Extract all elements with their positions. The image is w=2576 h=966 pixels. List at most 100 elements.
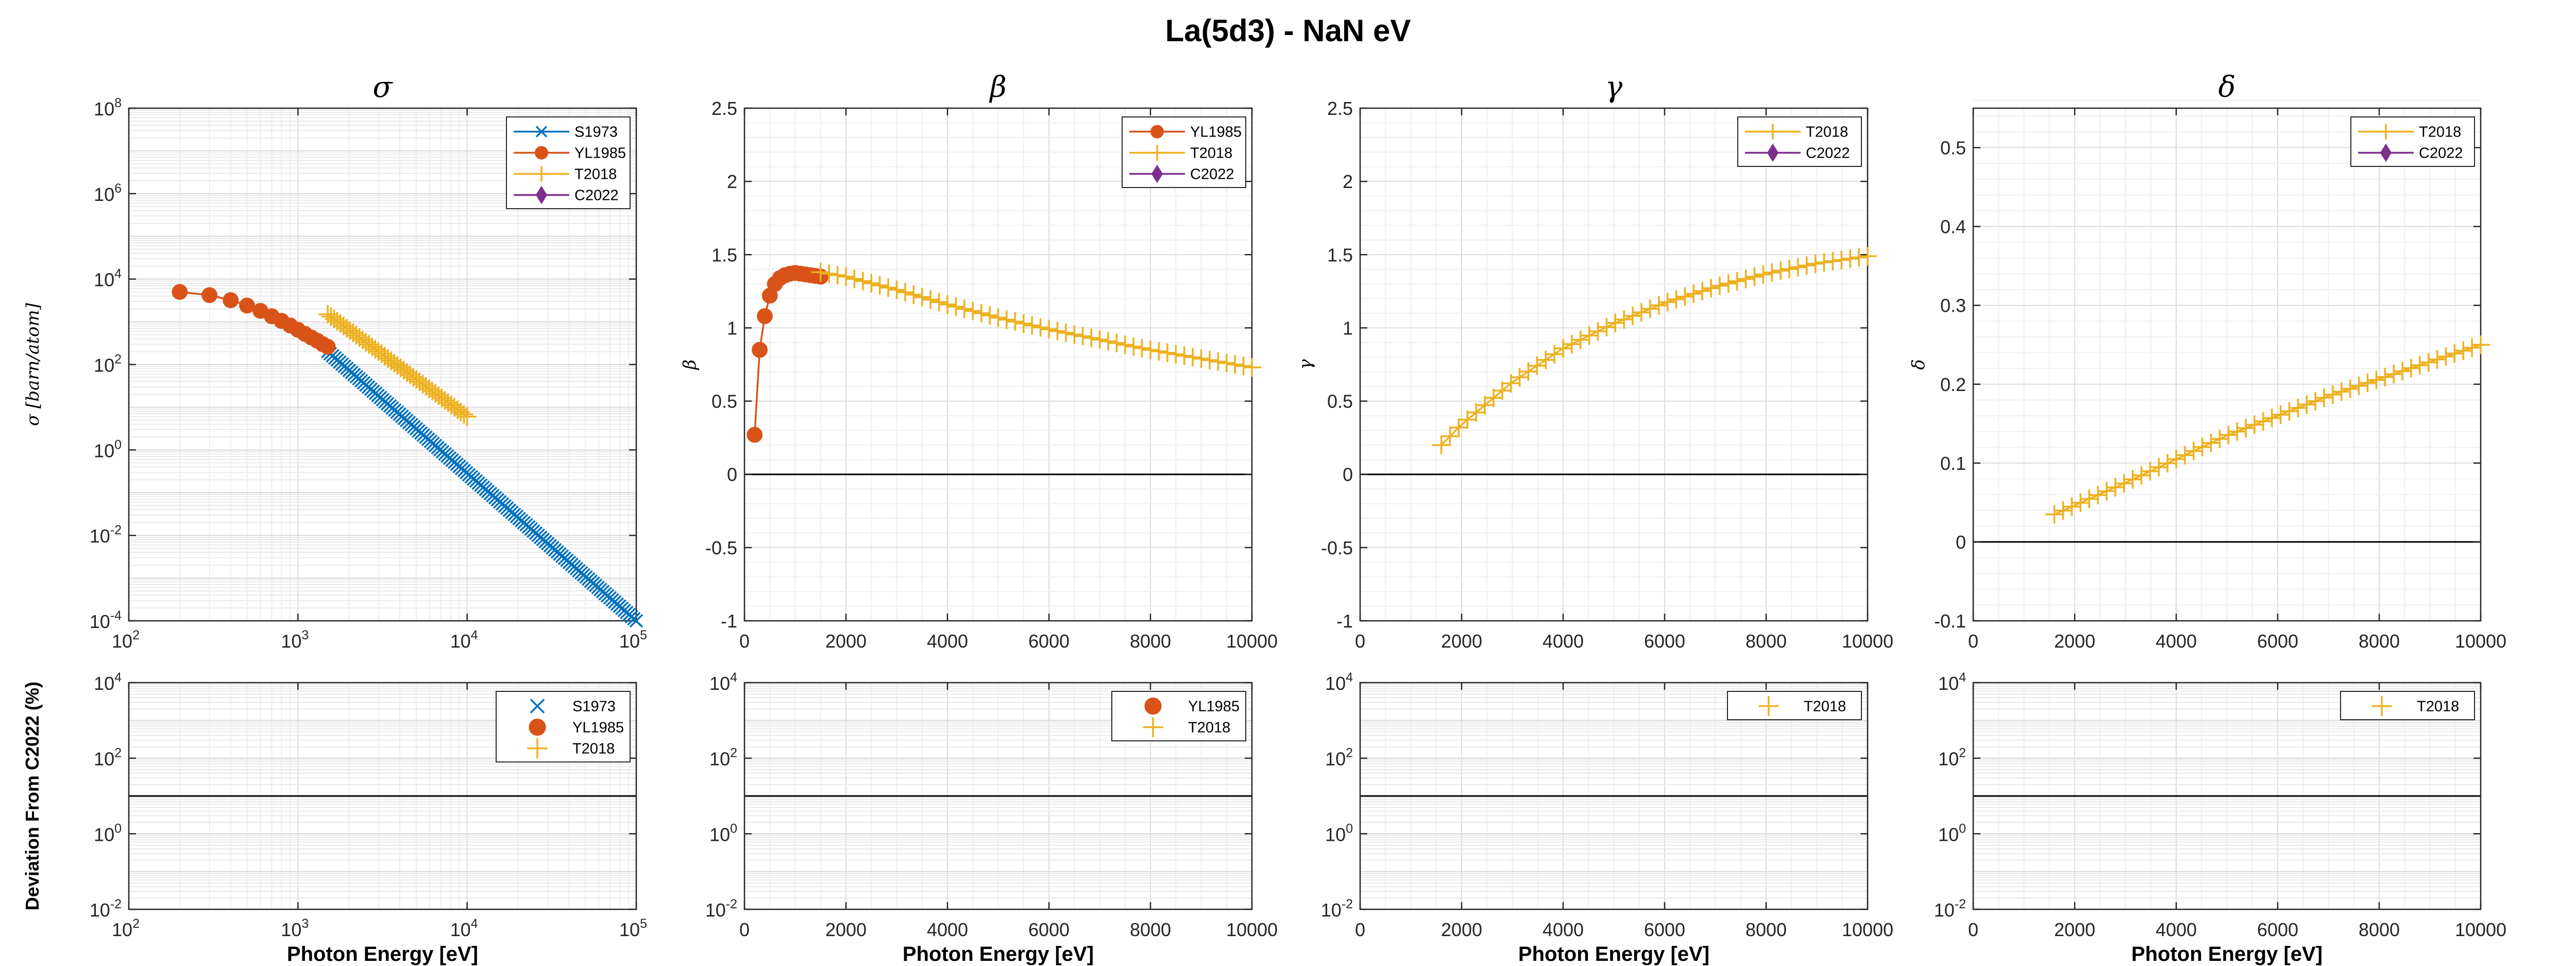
data-point xyxy=(1571,330,1590,349)
legend-marker xyxy=(1765,124,1781,140)
x-axis-label: Photon Energy [eV] xyxy=(1518,943,1709,965)
data-point xyxy=(2428,350,2447,369)
data-point xyxy=(1476,396,1495,415)
y-axis-label: Deviation From C2022 (%) xyxy=(22,682,43,910)
data-point xyxy=(1006,312,1025,331)
series-T2018 xyxy=(1432,247,1877,454)
data-point xyxy=(904,285,923,304)
series-S1973 xyxy=(320,345,643,628)
data-point xyxy=(1056,323,1075,342)
data-point xyxy=(1745,267,1764,286)
legend-label: YL1985 xyxy=(1188,699,1240,715)
data-point xyxy=(2236,419,2256,438)
y-tick-label: 2.5 xyxy=(711,98,737,119)
y-tick-label: 104 xyxy=(709,670,737,694)
x-tick-label: 103 xyxy=(281,628,309,652)
axes-frame xyxy=(1359,682,1869,910)
y-tick-label: 0 xyxy=(1343,464,1353,485)
data-point xyxy=(997,310,1016,329)
data-point xyxy=(2123,470,2142,489)
plot-delta: 0 2000 4000 6000 8000 10000-0.100.10.20.30.40… xyxy=(1908,71,2506,652)
legend-item: T2018 xyxy=(1143,717,1230,737)
x-axis-label: Photon Energy [eV] xyxy=(903,943,1094,965)
x-tick-label: 2000 xyxy=(1441,631,1482,652)
data-point xyxy=(870,276,889,295)
legend-label: T2018 xyxy=(1806,124,1848,141)
y-tick-label: 0.5 xyxy=(1940,138,1966,159)
legend-label: YL1985 xyxy=(574,145,626,162)
x-tick-label: 2000 xyxy=(825,631,867,652)
y-axis-label: β xyxy=(680,360,700,371)
x-tick-label: 6000 xyxy=(2257,631,2298,652)
series-YL1985 xyxy=(172,284,336,355)
axes-frame xyxy=(1972,107,2482,622)
y-tick-label: 0.3 xyxy=(1940,295,1966,316)
legend-item: YL1985 xyxy=(514,145,626,162)
legend-item: C2022 xyxy=(2358,143,2463,162)
data-point xyxy=(1031,318,1050,337)
data-point xyxy=(2201,433,2221,452)
data-point xyxy=(1658,293,1677,312)
data-point xyxy=(172,284,188,300)
data-point xyxy=(1175,346,1194,365)
data-point xyxy=(1640,299,1659,318)
x-tick-label: 8000 xyxy=(2359,631,2400,652)
legend-item: C2022 xyxy=(1129,164,1234,183)
data-point xyxy=(853,272,872,291)
data-point xyxy=(2367,370,2386,389)
legend-item: YL1985 xyxy=(529,718,624,736)
data-point xyxy=(1797,256,1816,275)
x-tick-label: 0 xyxy=(1355,919,1365,940)
legend-marker xyxy=(2378,124,2394,140)
data-point xyxy=(2193,437,2212,456)
y-tick-label: 1.5 xyxy=(711,244,737,265)
data-point xyxy=(1217,353,1236,372)
data-point xyxy=(989,308,1008,327)
data-point xyxy=(2410,356,2429,375)
y-tick-label: 102 xyxy=(1938,746,1966,770)
data-point xyxy=(1693,281,1712,300)
y-tick-label: 100 xyxy=(709,821,737,845)
data-point xyxy=(1762,263,1782,282)
y-tick-label: 10-2 xyxy=(705,897,737,921)
data-point xyxy=(2271,405,2290,424)
data-point xyxy=(2045,505,2064,524)
x-tick-label: 2000 xyxy=(2054,631,2095,652)
legend-label: T2018 xyxy=(1190,145,1232,162)
x-tick-label: 4000 xyxy=(2156,919,2197,940)
data-point xyxy=(1719,274,1738,293)
data-point xyxy=(2054,501,2073,520)
plot-title: σ xyxy=(372,71,393,104)
data-point xyxy=(2419,353,2438,372)
legend-marker xyxy=(1150,125,1164,139)
legend-marker xyxy=(2371,696,2392,716)
x-tick-label: 102 xyxy=(112,917,140,940)
data-point xyxy=(820,264,839,283)
legend-box xyxy=(1111,691,1246,741)
data-point xyxy=(2280,402,2299,421)
data-point xyxy=(2384,365,2403,384)
plot-dev-gamma: 0 2000 4000 6000 8000 10000 10-2 100 102 104 Photo… xyxy=(1321,670,1893,965)
legend-marker xyxy=(1758,696,1779,716)
data-point xyxy=(963,301,982,320)
y-tick-label: 102 xyxy=(709,746,737,770)
data-point xyxy=(938,295,957,314)
legend-marker xyxy=(2380,143,2392,162)
figure-title: La(5d3) - NaN eV xyxy=(1165,13,1411,48)
x-tick-label: 2000 xyxy=(2054,919,2095,940)
plot-beta: 0 2000 4000 6000 8000 10000 -1 -0.5 0 0.5 1 1.5 2 2.5… xyxy=(680,71,1278,652)
data-point xyxy=(1192,349,1211,368)
data-point xyxy=(2445,344,2464,363)
axes-frame xyxy=(1359,107,1869,622)
data-point xyxy=(811,263,830,282)
legend-marker xyxy=(535,146,548,160)
data-point xyxy=(1149,342,1168,361)
data-point xyxy=(1780,260,1799,279)
x-tick-label: 4000 xyxy=(1543,631,1584,652)
data-point xyxy=(2315,388,2334,408)
legend-marker xyxy=(1151,164,1163,183)
data-point xyxy=(1493,381,1512,400)
data-point xyxy=(1606,313,1625,332)
data-point xyxy=(2097,482,2116,501)
data-point xyxy=(2289,398,2308,417)
